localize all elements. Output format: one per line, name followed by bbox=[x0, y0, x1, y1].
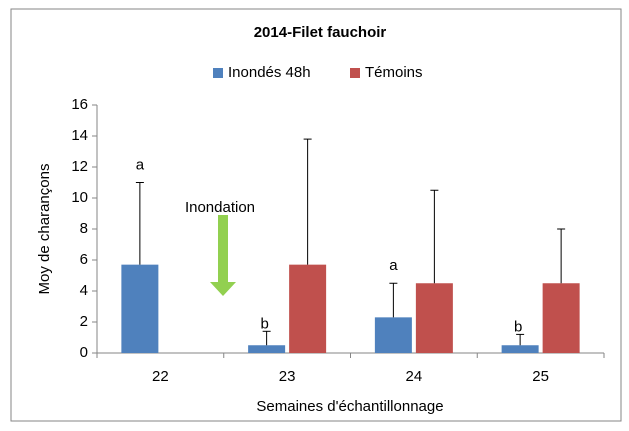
y-tick-label: 10 bbox=[71, 189, 88, 206]
legend-swatch bbox=[350, 68, 360, 78]
legend-swatch bbox=[213, 68, 223, 78]
bar bbox=[415, 283, 453, 353]
error-bar bbox=[430, 189, 439, 284]
event-arrow bbox=[210, 215, 236, 296]
x-tick-label: 22 bbox=[152, 368, 169, 385]
annotation: a bbox=[136, 156, 145, 173]
bar bbox=[121, 264, 159, 353]
chart-frame bbox=[10, 8, 622, 422]
bar bbox=[248, 345, 286, 353]
error-bar bbox=[135, 182, 144, 265]
y-tick-label: 8 bbox=[80, 220, 88, 237]
x-axis-label: Semaines d'échantillonnage bbox=[256, 398, 443, 415]
error-bar bbox=[262, 330, 271, 346]
y-tick-label: 14 bbox=[71, 127, 88, 144]
annotation: b bbox=[260, 315, 268, 332]
y-tick-label: 4 bbox=[80, 282, 88, 299]
x-tick-label: 24 bbox=[406, 368, 423, 385]
error-bar bbox=[389, 282, 398, 318]
event-label: Inondation bbox=[185, 199, 255, 216]
bar bbox=[289, 264, 327, 353]
error-bar bbox=[557, 228, 566, 284]
y-tick-label: 0 bbox=[80, 344, 88, 361]
chart-title: 2014-Filet fauchoir bbox=[254, 24, 387, 41]
bar bbox=[501, 345, 539, 353]
legend-label: Témoins bbox=[365, 64, 423, 81]
y-tick-label: 12 bbox=[71, 158, 88, 175]
y-tick-label: 6 bbox=[80, 251, 88, 268]
annotation: b bbox=[514, 318, 522, 335]
annotation: a bbox=[389, 257, 398, 274]
error-bar bbox=[516, 333, 525, 346]
x-tick-label: 23 bbox=[279, 368, 296, 385]
y-tick-label: 2 bbox=[80, 313, 88, 330]
bar bbox=[542, 283, 580, 353]
error-bar bbox=[303, 138, 312, 265]
y-tick-label: 16 bbox=[71, 96, 88, 113]
y-axis-label: Moy de charançons bbox=[36, 164, 53, 295]
legend-label: Inondés 48h bbox=[228, 64, 311, 81]
bar bbox=[374, 317, 412, 353]
x-tick-label: 25 bbox=[532, 368, 549, 385]
